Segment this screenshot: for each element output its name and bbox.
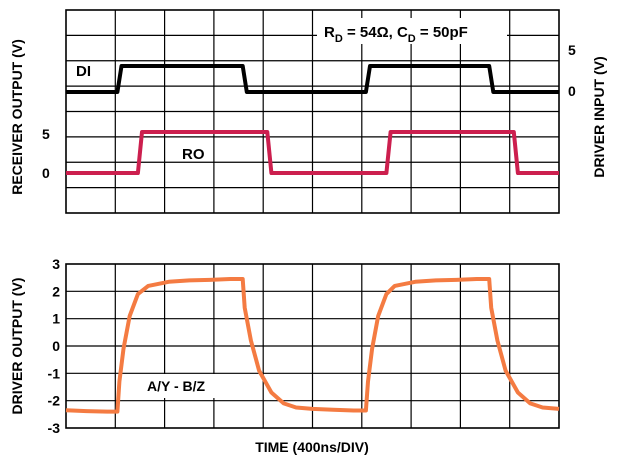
top-left-tick-label: 5: [42, 126, 50, 142]
bottom-y-tick-label: 1: [52, 311, 60, 327]
driver-output-trace: [65, 277, 560, 414]
top-right-tick-label: 5: [568, 42, 576, 58]
bottom-y-ticks: 3 2 1 0 -1 -2 -3: [48, 256, 61, 436]
bottom-panel: 3 2 1 0 -1 -2 -3 A/Y - B/Z DRIVER OUTPUT (V): [9, 256, 560, 436]
series-ro-trace: [66, 130, 559, 175]
series-di-trace: [66, 64, 559, 94]
top-frame: [65, 9, 560, 214]
top-right-tick-label: 0: [568, 83, 576, 99]
bottom-y-tick-label: 2: [52, 283, 60, 299]
di-series-label: DI: [76, 63, 91, 80]
driver-input-axis-label: DRIVER INPUT (V): [591, 56, 607, 177]
annotation-background: [317, 18, 507, 44]
series-label-background: [140, 374, 244, 398]
bottom-y-tick-label: -3: [48, 420, 61, 436]
top-panel: DI RO RD = 54Ω, CD = 50pF 5 0 5 0 RECEIV…: [9, 9, 607, 214]
driver-output-series-label: A/Y - B/Z: [147, 378, 206, 394]
bottom-frame: [65, 263, 560, 429]
bottom-y-tick-label: -1: [48, 365, 61, 381]
bottom-y-tick-label: -2: [48, 393, 61, 409]
receiver-output-axis-label: RECEIVER OUTPUT (V): [9, 39, 25, 195]
rd-cd-annotation: RD = 54Ω, CD = 50pF: [324, 24, 468, 45]
bottom-grid: [66, 264, 559, 428]
ro-series-label: RO: [182, 146, 205, 163]
top-traces: [66, 64, 559, 175]
top-left-tick-label: 0: [42, 165, 50, 181]
bottom-traces: [65, 277, 560, 414]
bottom-y-tick-label: 3: [52, 256, 60, 272]
bottom-y-tick-label: 0: [52, 338, 60, 354]
driver-output-axis-label: DRIVER OUTPUT (V): [9, 278, 25, 415]
time-axis-label: TIME (400ns/DIV): [255, 439, 369, 455]
